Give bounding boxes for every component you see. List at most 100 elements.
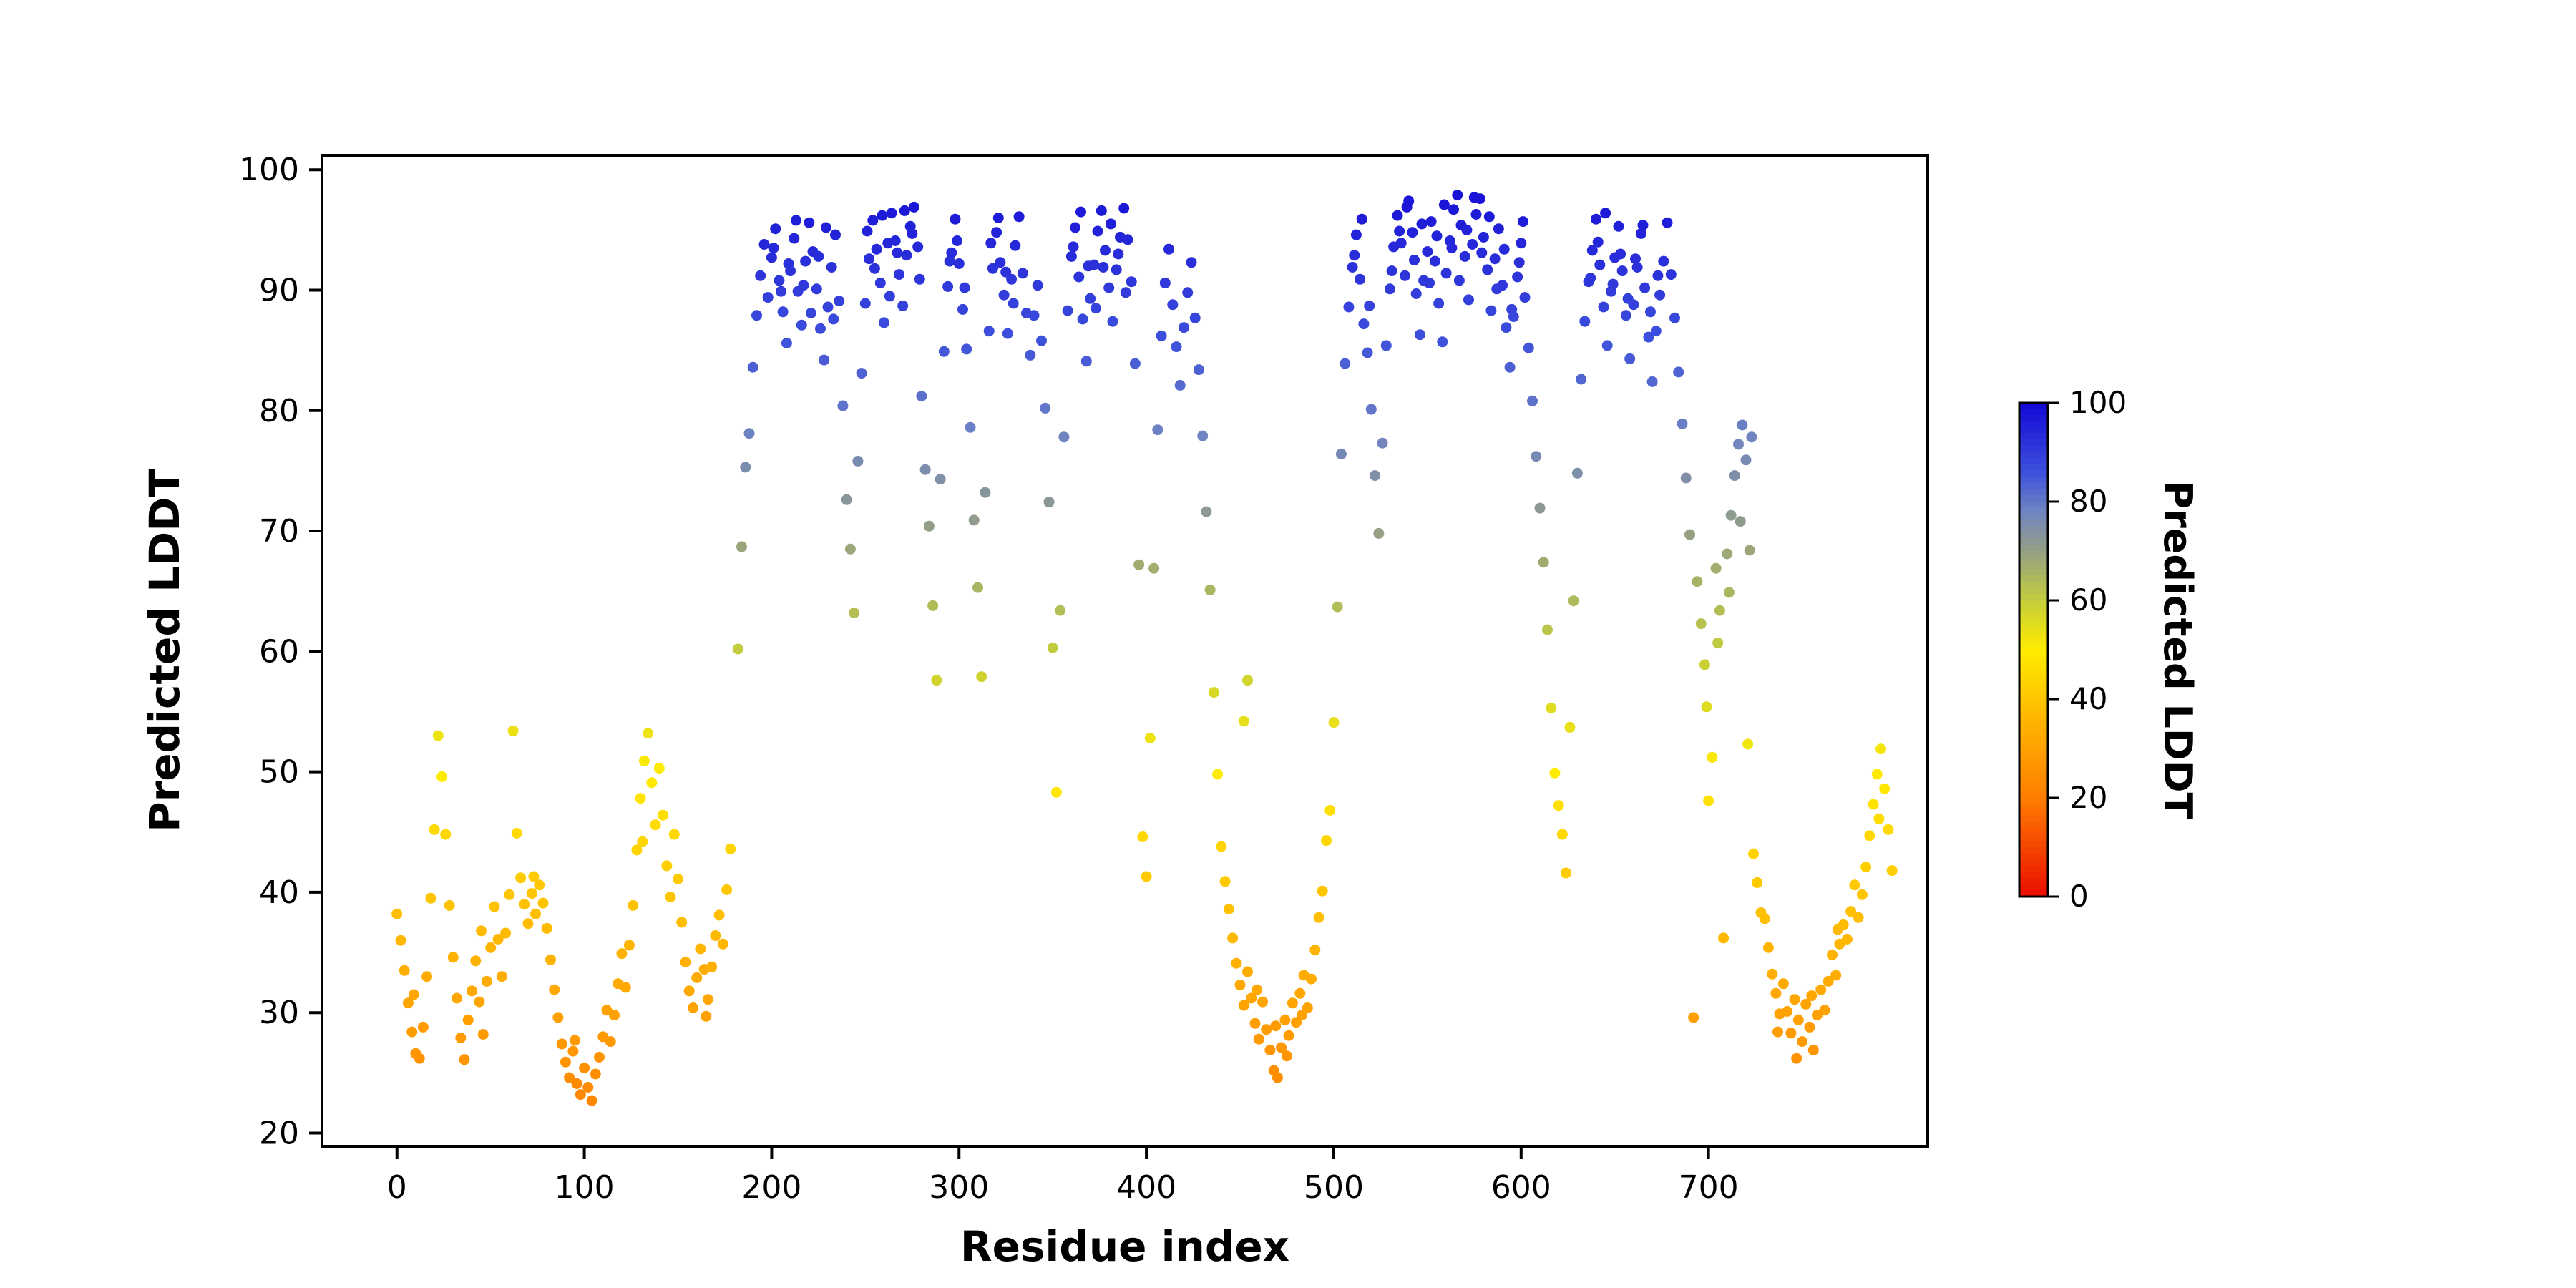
scatter-point (1827, 949, 1838, 960)
scatter-point (965, 421, 976, 433)
scatter-point (1253, 1033, 1264, 1045)
scatter-point (1321, 835, 1332, 847)
scatter-point (429, 824, 440, 835)
scatter-point (1096, 205, 1107, 216)
scatter-point (725, 843, 736, 854)
y-tick-label: 60 (259, 633, 299, 670)
x-tick-label: 600 (1491, 1169, 1551, 1206)
scatter-point (408, 989, 419, 1000)
scatter-point (462, 1014, 474, 1025)
scatter-point (1171, 341, 1182, 353)
scatter-point (751, 310, 762, 321)
scatter-point (1701, 701, 1712, 713)
colorbar-gradient-strip (2019, 557, 2048, 564)
colorbar-gradient-strip (2019, 569, 2048, 576)
scatter-point (849, 608, 860, 618)
scatter-point (1871, 769, 1883, 780)
scatter-point (884, 291, 895, 302)
scatter-point (582, 1082, 594, 1093)
scatter-point (1264, 1044, 1276, 1055)
scatter-point (1103, 282, 1115, 293)
scatter-point (1438, 199, 1450, 210)
scatter-point (1219, 876, 1231, 887)
scatter-point (1723, 587, 1735, 598)
scatter-point (743, 428, 755, 439)
scatter-point (564, 1072, 575, 1083)
scatter-point (710, 930, 721, 941)
scatter-point (968, 514, 980, 526)
scatter-point (1065, 250, 1077, 262)
scatter-point (950, 213, 961, 225)
colorbar-gradient-strip (2019, 507, 2048, 514)
scatter-point (500, 927, 512, 939)
scatter-point (421, 971, 433, 982)
scatter-point (1075, 206, 1086, 218)
scatter-point (1113, 248, 1124, 260)
scatter-point (620, 982, 631, 993)
colorbar-gradient-strip (2019, 501, 2048, 509)
scatter-point (1476, 247, 1488, 258)
scatter-point (515, 872, 527, 884)
scatter-point (1174, 379, 1186, 391)
colorbar-gradient-strip (2019, 674, 2048, 681)
scatter-point (1886, 865, 1898, 877)
scatter-point (432, 730, 444, 741)
scatter-point (1010, 240, 1021, 251)
scatter-point (638, 756, 650, 766)
scatter-point (609, 1010, 620, 1021)
scatter-point (695, 943, 706, 955)
scatter-point (1335, 448, 1347, 459)
colorbar-tick-label: 80 (2069, 484, 2107, 519)
colorbar-gradient-strip (2019, 754, 2048, 761)
scatter-point (1860, 862, 1872, 873)
colorbar-gradient-strip (2019, 859, 2048, 867)
scatter-point (1380, 340, 1392, 351)
scatter-point (1424, 277, 1435, 288)
scatter-point (879, 317, 889, 328)
scatter-point (1735, 516, 1746, 527)
axes: 0 100 200 300 400 500 600 700 20 30 40 50 60 70 80 90 10… (239, 152, 1929, 1206)
colorbar-gradient-strip (2019, 877, 2048, 885)
scatter-point (1489, 253, 1501, 265)
scatter-point (665, 892, 676, 903)
scatter-point (1085, 293, 1096, 304)
scatter-point (1613, 220, 1624, 232)
scatter-point (1355, 273, 1366, 285)
colorbar-gradient-strip (2019, 741, 2048, 749)
scatter-point (567, 1045, 579, 1057)
scatter-point (1111, 264, 1122, 275)
scatter-point (1317, 885, 1328, 897)
scatter-point (1062, 305, 1073, 316)
colorbar-gradient-strip (2019, 526, 2048, 533)
plot-border (321, 154, 1929, 1148)
colorbar-border (2018, 401, 2049, 898)
y-tick-label: 40 (259, 874, 299, 911)
scatter-point (646, 777, 658, 789)
scatter-point (1762, 942, 1774, 953)
scatter-point (1324, 805, 1336, 816)
scatter-point (1538, 557, 1549, 568)
scatter-point (938, 346, 950, 357)
scatter-point (1643, 331, 1654, 343)
scatter-point (1257, 996, 1268, 1008)
scatter-point (717, 938, 728, 950)
scatter-point (1523, 342, 1534, 353)
scatter-point (1395, 238, 1407, 249)
scatter-point (1791, 1053, 1802, 1064)
scatter-point (1692, 576, 1703, 587)
colorbar-gradient-strip (2019, 736, 2048, 743)
scatter-point (455, 1033, 467, 1043)
scatter-point (953, 258, 965, 269)
scatter-point (789, 233, 800, 244)
scatter-point (399, 965, 410, 976)
colorbar-gradient-strip (2019, 847, 2048, 854)
scatter-point (1519, 292, 1531, 303)
scatter-point (1332, 601, 1343, 613)
scatter-point (819, 354, 830, 366)
scatter-point (1407, 227, 1418, 238)
colorbar-gradient-strip (2019, 804, 2048, 811)
scatter-point (1148, 562, 1160, 574)
colorbar-gradient-strip (2019, 439, 2048, 447)
scatter-point (1440, 268, 1452, 279)
